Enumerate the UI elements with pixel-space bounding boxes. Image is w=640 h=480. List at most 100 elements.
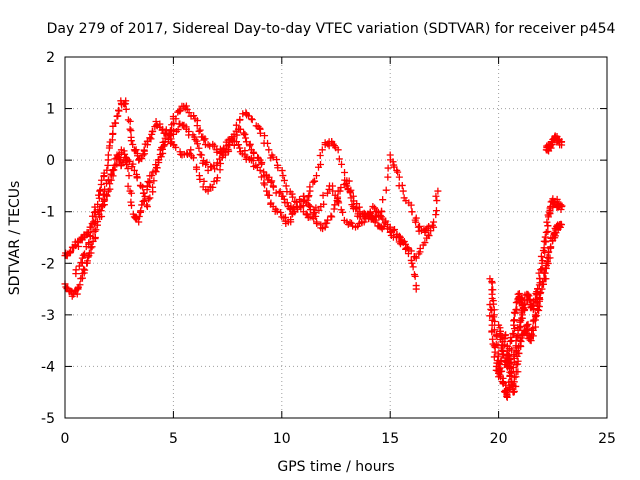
data-point-fill [537,252,545,260]
data-point-fill [129,140,137,148]
data-point-fill [335,199,343,207]
data-point-fill [371,204,379,212]
data-point-fill [90,220,98,228]
y-tick-label: -1 [41,205,55,221]
data-point-fill [200,136,208,144]
data-point-fill [121,150,129,158]
data-point-fill [287,216,295,224]
data-point [557,221,565,229]
data-point-fill [185,109,193,117]
data-point [204,187,212,195]
data-point [96,187,104,195]
data-point-fill [543,218,551,226]
data-point [126,125,134,133]
data-point [104,151,112,159]
data-point-fill [72,266,80,274]
data-point-fill [124,182,132,190]
data-point-fill [382,186,390,194]
data-point [221,151,229,159]
data-point-fill [213,174,221,182]
data-points [61,97,566,401]
data-point [421,239,429,247]
data-point-fill [331,201,339,209]
data-point-fill [146,178,154,186]
data-point [204,166,212,174]
data-point-fill [329,187,337,195]
data-point [139,151,147,159]
data-point-fill [81,250,89,258]
data-point-fill [73,290,81,298]
data-point-fill [228,135,236,143]
x-tick-label: 0 [61,431,70,447]
data-point-fill [248,116,256,124]
data-point-fill [329,140,337,148]
data-point-fill [161,134,169,142]
data-point-fill [498,346,506,354]
data-point-fill [320,200,328,208]
y-axis-label: SDTVAR / TECUs [7,181,23,296]
data-point [191,136,199,144]
data-point-fill [143,201,151,209]
data-point-fill [323,219,331,227]
data-point [263,187,271,195]
data-point-fill [80,265,88,273]
data-point-fill [273,207,281,215]
data-point-fill [324,216,332,224]
data-point-fill [302,210,310,218]
data-point-fill [490,313,498,321]
data-point [334,146,342,154]
data-point-fill [432,207,440,215]
data-point-fill [311,177,319,185]
data-point-fill [96,186,104,194]
data-point-fill [89,228,97,236]
data-point-fill [513,305,521,313]
data-point-fill [242,138,250,146]
data-point-fill [103,191,111,199]
data-point-fill [152,168,160,176]
data-point-fill [544,222,552,230]
data-point-fill [432,211,440,219]
data-point-fill [273,156,281,164]
data-point-fill [425,232,433,240]
x-tick-label: 25 [598,431,616,447]
data-point-fill [504,363,512,371]
data-point [98,203,106,211]
data-point-fill [346,188,354,196]
data-point-fill [319,191,327,199]
data-point-fill [544,249,552,257]
data-point-fill [517,337,525,345]
data-point-fill [256,129,264,137]
data-point-fill [113,160,121,168]
data-point-fill [75,262,83,270]
data-point-fill [408,208,416,216]
data-point [256,166,264,174]
data-point-fill [257,160,265,168]
data-point [521,306,529,314]
data-point-fill [126,117,134,125]
data-point [490,342,498,350]
data-point-fill [202,160,210,168]
data-point [514,357,522,365]
data-point-fill [216,159,224,167]
data-point-fill [536,294,544,302]
data-point-fill [194,140,202,148]
data-point-fill [195,127,203,135]
data-point [408,259,416,267]
data-point-fill [315,206,323,214]
data-point-fill [384,164,392,172]
data-point-fill [396,233,404,241]
data-point-fill [209,183,217,191]
data-point-fill [84,253,92,261]
data-point-fill [236,144,244,152]
data-point-fill [373,208,381,216]
data-point-fill [232,127,240,135]
axis-ticks [64,56,608,419]
data-point-fill [536,289,544,297]
data-point-fill [237,125,245,133]
data-point-fill [407,201,415,209]
data-point-fill [537,266,545,274]
data-point-fill [87,244,95,252]
data-point-fill [391,226,399,234]
